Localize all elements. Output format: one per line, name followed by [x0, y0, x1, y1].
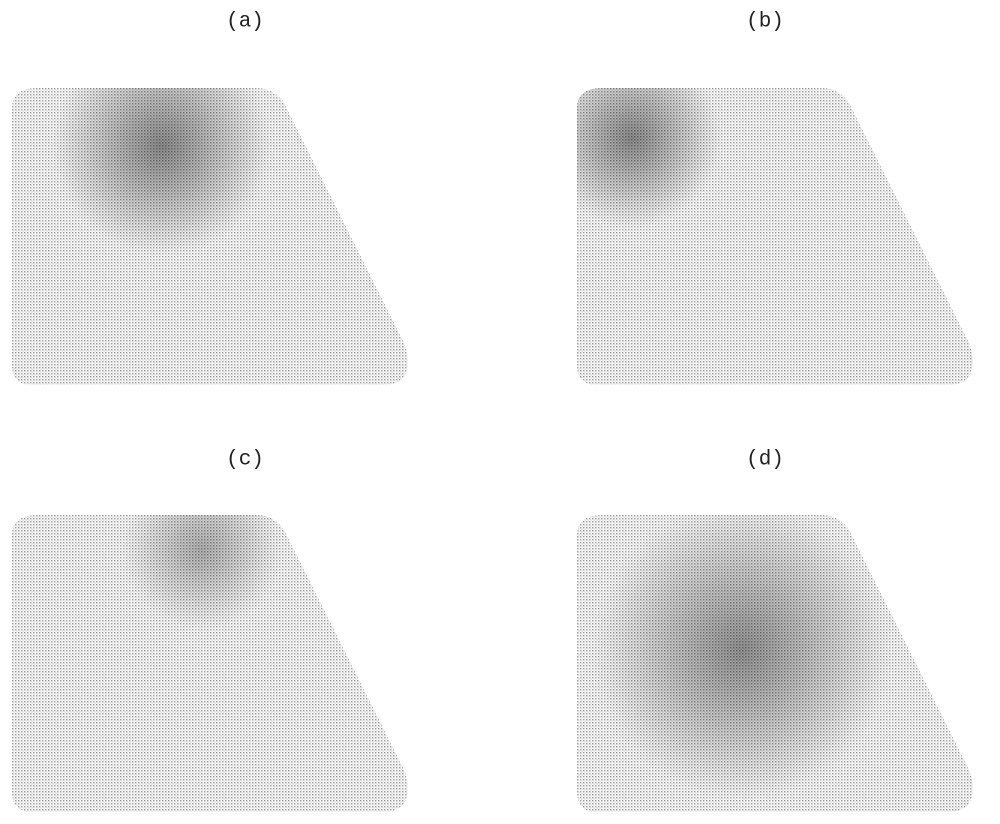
panel: (b)	[577, 11, 973, 385]
page: {"panels": [{"label": "(a)"}, {"label": …	[0, 0, 1000, 824]
panel: (d)	[577, 449, 973, 812]
panel: (a)	[12, 11, 408, 385]
halftone-shape	[12, 88, 408, 385]
panel-label: (a)	[226, 11, 264, 34]
halftone-shape	[577, 88, 973, 385]
panel: (c)	[12, 449, 408, 812]
body: (a) (b) (c) (d) (() => { const data = JS…	[0, 0, 1000, 824]
figure: (a) (b) (c) (d)	[0, 0, 1000, 824]
halftone-shape	[577, 515, 973, 812]
halftone-shape	[12, 515, 408, 812]
panel-label: (b)	[746, 11, 784, 34]
panel-label: (c)	[226, 449, 264, 472]
panel-label: (d)	[746, 449, 784, 472]
